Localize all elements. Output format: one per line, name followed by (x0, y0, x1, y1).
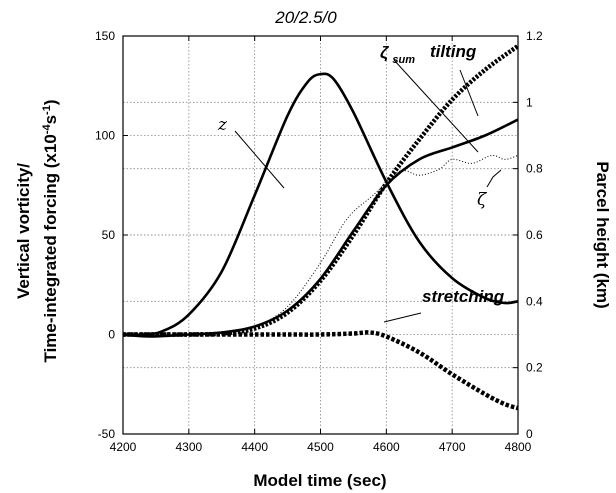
annotation-leaders (234, 59, 502, 323)
x-axis-label: Model time (sec) (253, 471, 386, 490)
zeta-sum-symbol: ζ (380, 43, 390, 62)
x-tick-label: 4700 (439, 440, 466, 454)
x-tick-label: 4400 (241, 440, 268, 454)
x-tick-label: 4500 (307, 440, 334, 454)
grid-lines (123, 36, 518, 434)
series-line-z (122, 72, 519, 337)
zeta-sum-subscript: sum (392, 54, 415, 66)
series-line-- (122, 154, 519, 337)
y-tick-label: 0 (108, 328, 115, 342)
y2-tick-label: 0.6 (526, 228, 543, 242)
y-axis-label-line2: Time-integrated forcing (x10-4s-1) (41, 100, 60, 363)
x-tick-label: 4800 (505, 440, 532, 454)
stretching-leader-line (383, 312, 422, 323)
zeta-leader-line (486, 169, 502, 188)
y-tick-label: 150 (95, 29, 115, 43)
y-label-prefix: Time-integrated forcing (x10 (41, 134, 60, 362)
stretching-annotation: stretching (422, 287, 505, 306)
y-label-mid: s (41, 115, 60, 124)
ticks: 4200 4300 4400 4500 4600 4700 4800 -50 0 50 100 150… (95, 29, 543, 454)
series-line-tilting (123, 44, 520, 337)
zeta-sum-leader-line (393, 59, 479, 153)
z-leader-line (234, 130, 285, 189)
y-label-exp2: -1 (41, 105, 53, 115)
zeta-annotation: ζ (477, 190, 488, 210)
y-tick-label: -50 (98, 427, 116, 441)
x-tick-label: 4200 (110, 440, 137, 454)
y-tick-label: 100 (95, 129, 115, 143)
x-tick-label: 4300 (175, 440, 202, 454)
z-annotation: z (217, 115, 228, 135)
y2-tick-label: 0 (526, 427, 533, 441)
x-tick-label: 4600 (373, 440, 400, 454)
y2-tick-label: 0.2 (526, 361, 543, 375)
tilting-annotation: tilting (430, 42, 477, 61)
y2-tick-label: 0.4 (526, 294, 543, 308)
y2-axis-label: Parcel height (km) (593, 161, 612, 308)
tilting-leader-line (459, 69, 479, 117)
zeta-sum-annotation: ζ sum (380, 43, 415, 66)
chart-title: 20/2.5/0 (274, 8, 337, 27)
y2-tick-label: 1 (526, 95, 533, 109)
y-label-exp1: -4 (41, 124, 53, 135)
y-label-suffix: ) (41, 100, 60, 106)
y2-tick-label: 1.2 (526, 29, 543, 43)
y-axis-label-line1: Vertical vorticity/ (14, 163, 33, 299)
y-tick-label: 50 (102, 228, 116, 242)
series-group (122, 44, 520, 411)
y2-tick-label: 0.8 (526, 162, 543, 176)
